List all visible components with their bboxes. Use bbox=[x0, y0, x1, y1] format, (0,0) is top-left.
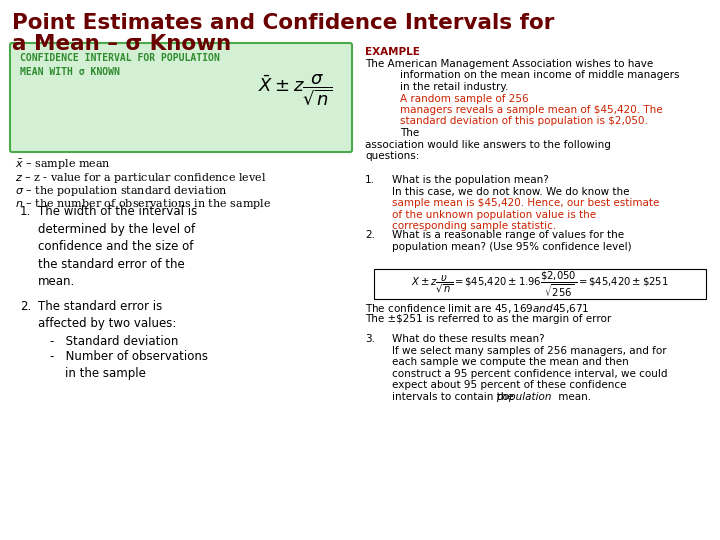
Text: $\sigma$ – the population standard deviation: $\sigma$ – the population standard devia… bbox=[15, 184, 228, 198]
Text: In this case, we do not know. We do know the: In this case, we do not know. We do know… bbox=[392, 186, 629, 197]
Text: association would like answers to the following: association would like answers to the fo… bbox=[365, 139, 611, 150]
Text: A random sample of 256: A random sample of 256 bbox=[400, 93, 528, 104]
Text: population mean? (Use 95% confidence level): population mean? (Use 95% confidence lev… bbox=[392, 241, 631, 252]
Text: managers reveals a sample mean of $45,420. The: managers reveals a sample mean of $45,42… bbox=[400, 105, 662, 115]
Text: 2.: 2. bbox=[20, 300, 31, 313]
Text: EXAMPLE: EXAMPLE bbox=[365, 47, 420, 57]
Text: expect about 95 percent of these confidence: expect about 95 percent of these confide… bbox=[392, 381, 626, 390]
Text: information on the mean income of middle managers: information on the mean income of middle… bbox=[400, 71, 680, 80]
Text: of the unknown population value is the: of the unknown population value is the bbox=[392, 210, 596, 219]
Text: The standard error is
affected by two values:: The standard error is affected by two va… bbox=[38, 300, 176, 330]
FancyBboxPatch shape bbox=[374, 269, 706, 299]
Text: -   Standard deviation: - Standard deviation bbox=[50, 335, 179, 348]
Text: questions:: questions: bbox=[365, 151, 419, 161]
Text: a Mean – σ Known: a Mean – σ Known bbox=[12, 34, 231, 54]
Text: sample mean is $45,420. Hence, our best estimate: sample mean is $45,420. Hence, our best … bbox=[392, 198, 660, 208]
Text: If we select many samples of 256 managers, and for: If we select many samples of 256 manager… bbox=[392, 346, 667, 356]
Text: The: The bbox=[400, 128, 419, 138]
Text: The ±$251 is referred to as the margin of error: The ±$251 is referred to as the margin o… bbox=[365, 314, 611, 324]
Text: 1.: 1. bbox=[365, 175, 375, 185]
Text: The American Management Association wishes to have: The American Management Association wish… bbox=[365, 59, 653, 69]
Text: CONFIDENCE INTERVAL FOR POPULATION: CONFIDENCE INTERVAL FOR POPULATION bbox=[20, 53, 220, 63]
Text: The confidence limit are $45,169 and $45,671: The confidence limit are $45,169 and $45… bbox=[365, 302, 590, 315]
Text: in the retail industry.: in the retail industry. bbox=[400, 82, 512, 92]
Text: 3.: 3. bbox=[365, 334, 375, 345]
Text: The width of the interval is
determined by the level of
confidence and the size : The width of the interval is determined … bbox=[38, 205, 197, 288]
Text: standard deviation of this population is $2,050.: standard deviation of this population is… bbox=[400, 117, 648, 126]
Text: 1.: 1. bbox=[20, 205, 31, 218]
Text: 2.: 2. bbox=[365, 230, 375, 240]
Text: What is a reasonable range of values for the: What is a reasonable range of values for… bbox=[392, 230, 624, 240]
FancyBboxPatch shape bbox=[10, 43, 352, 152]
Text: MEAN WITH σ KNOWN: MEAN WITH σ KNOWN bbox=[20, 67, 120, 77]
Text: $z$ – z - value for a particular confidence level: $z$ – z - value for a particular confide… bbox=[15, 171, 266, 185]
Text: corresponding sample statistic.: corresponding sample statistic. bbox=[392, 221, 557, 231]
Text: Point Estimates and Confidence Intervals for: Point Estimates and Confidence Intervals… bbox=[12, 13, 554, 33]
Text: What do these results mean?: What do these results mean? bbox=[392, 334, 544, 345]
Text: -   Number of observations
    in the sample: - Number of observations in the sample bbox=[50, 350, 208, 381]
Text: What is the population mean?: What is the population mean? bbox=[392, 175, 549, 185]
Text: population: population bbox=[496, 392, 552, 402]
Text: $\bar{X} \pm z\dfrac{\sigma}{\sqrt{n}}$: $\bar{X} \pm z\dfrac{\sigma}{\sqrt{n}}$ bbox=[258, 72, 332, 107]
Text: $n$ – the number of observations in the sample: $n$ – the number of observations in the … bbox=[15, 197, 271, 211]
Text: each sample we compute the mean and then: each sample we compute the mean and then bbox=[392, 357, 629, 367]
Text: $\bar{x}$ – sample mean: $\bar{x}$ – sample mean bbox=[15, 158, 111, 172]
Text: mean.: mean. bbox=[555, 392, 591, 402]
Text: $X \pm z\dfrac{\upsilon}{\sqrt{n}} = \$45{,}420 \pm 1.96\dfrac{\$2{,}050}{\sqrt{: $X \pm z\dfrac{\upsilon}{\sqrt{n}} = \$4… bbox=[411, 269, 669, 299]
Text: construct a 95 percent confidence interval, we could: construct a 95 percent confidence interv… bbox=[392, 369, 667, 379]
Text: intervals to contain the: intervals to contain the bbox=[392, 392, 517, 402]
